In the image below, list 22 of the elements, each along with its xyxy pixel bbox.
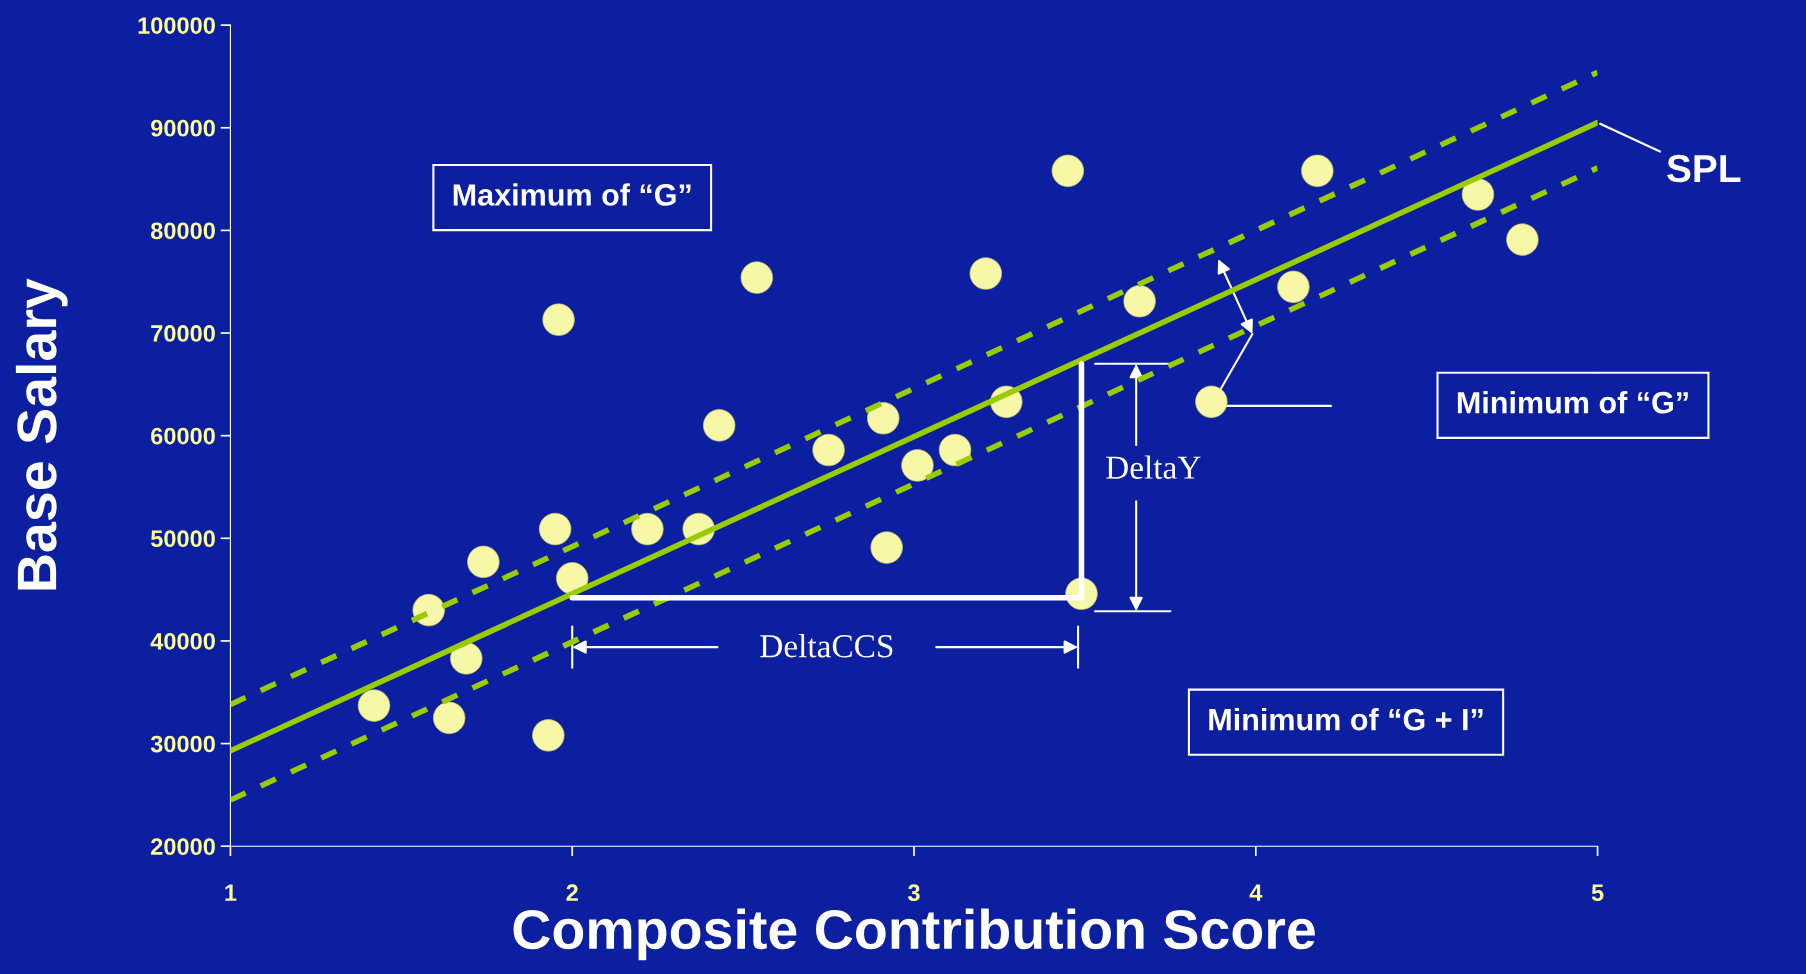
y-tick-label: 30000 bbox=[150, 735, 215, 753]
annotation: DeltaY bbox=[1106, 455, 1201, 479]
y-tick-label: 40000 bbox=[150, 633, 215, 650]
x-axis-title: Composite Contribution Score bbox=[513, 908, 1315, 961]
y-tick-label: 100000 bbox=[138, 17, 215, 34]
y-axis-title: Base Salary bbox=[15, 278, 68, 590]
y-tick-label: 70000 bbox=[151, 325, 215, 342]
y-tick-label: 90000 bbox=[151, 119, 215, 137]
y-tick-label: 20000 bbox=[151, 838, 215, 855]
x-tick-label: 3 bbox=[907, 884, 920, 902]
y-tick-label: 60000 bbox=[151, 427, 215, 445]
x-tick-label: 2 bbox=[566, 884, 578, 901]
x-tick-label: 5 bbox=[1591, 884, 1604, 902]
annotation: Minimum of “G” bbox=[1457, 391, 1688, 414]
annotation: DeltaCCS bbox=[760, 634, 893, 658]
annotation: SPL bbox=[1667, 154, 1741, 183]
y-tick-label: 50000 bbox=[150, 530, 215, 548]
x-tick-label: 4 bbox=[1249, 884, 1263, 901]
annotation: Maximum of “G” bbox=[453, 183, 691, 206]
x-tick-label: 1 bbox=[225, 884, 237, 901]
annotation: Minimum of “G + I” bbox=[1209, 707, 1483, 731]
y-tick-label: 80000 bbox=[150, 222, 215, 240]
